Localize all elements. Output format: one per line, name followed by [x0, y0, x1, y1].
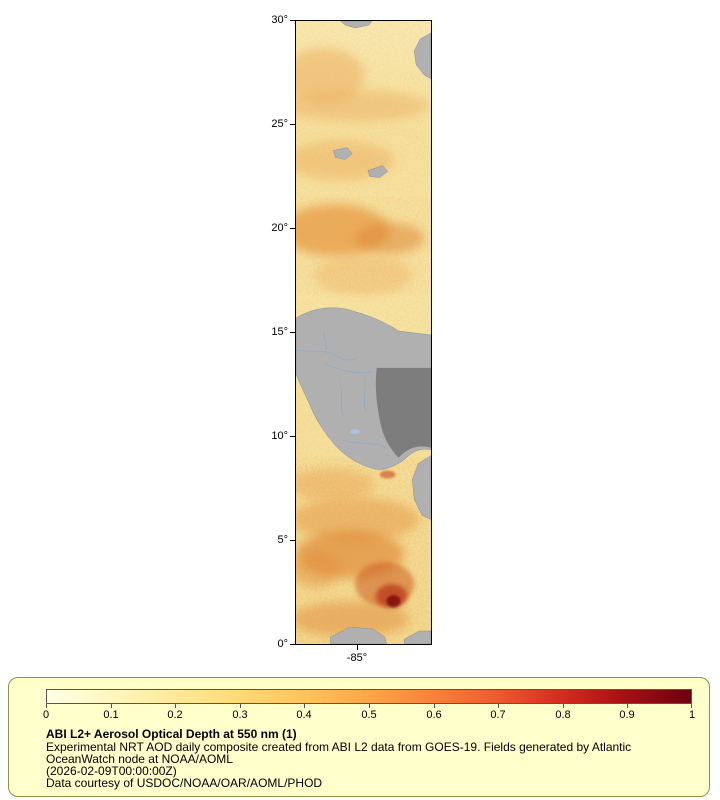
colorbar-tick-label: 0.7 [490, 709, 506, 721]
legend-credit: Data courtesy of USDOC/NOAA/OAR/AOML/PHO… [46, 776, 323, 790]
colorbar-tick-label: 0.4 [296, 709, 312, 721]
y-axis-tick-label: 20° [271, 222, 288, 234]
lake-icon [350, 429, 361, 435]
colorbar-tick-mark [111, 704, 112, 708]
smoke-hotspot [355, 562, 415, 609]
colorbar-tick-label: 0.5 [361, 709, 377, 721]
colorbar-tick-mark [46, 704, 47, 708]
legend-title: ABI L2+ Aerosol Optical Depth at 550 nm … [46, 727, 297, 741]
colorbar-tick-mark [240, 704, 241, 708]
aod-speckle-north-band [296, 205, 431, 286]
colorbar-tick-mark [627, 704, 628, 708]
y-axis-tick [290, 332, 295, 333]
colorbar-tick-label: 0.6 [426, 709, 442, 721]
colorbar-tick-label: 0.8 [555, 709, 571, 721]
colorbar-tick-mark [563, 704, 564, 708]
land-south-america-west [412, 455, 431, 520]
colorbar-tick-mark [498, 704, 499, 708]
land-island-b [367, 165, 388, 178]
aod-map-raster [296, 21, 431, 644]
colorbar-tick-mark [369, 704, 370, 708]
map-panel [295, 20, 432, 645]
y-axis-tick [290, 436, 295, 437]
colorbar-tick-label: 0 [42, 709, 50, 721]
country-borders [296, 329, 387, 448]
land-island-a [333, 147, 353, 160]
y-axis-tick [290, 20, 295, 21]
y-axis-tick-label: 10° [271, 430, 288, 442]
land-south-corner [404, 630, 431, 644]
y-axis-tick-label: 25° [271, 118, 288, 130]
colorbar-tick-mark [304, 704, 305, 708]
land-northeast-coast [413, 32, 431, 80]
x-axis-tick [357, 645, 358, 650]
aod-speckle-south [296, 474, 431, 644]
y-axis-tick [290, 228, 295, 229]
colorbar-tick-mark [434, 704, 435, 708]
land-gulf-coast [339, 21, 373, 29]
land-south-coast [330, 626, 387, 644]
colorbar-tick-label: 0.2 [167, 709, 183, 721]
y-axis-tick-label: 30° [271, 14, 288, 26]
missing-data-region [375, 367, 431, 458]
y-axis-tick [290, 540, 295, 541]
y-axis-tick-label: 0° [277, 638, 288, 650]
legend-description-line2: OceanWatch node at NOAA/AOML [46, 752, 233, 766]
colorbar-tick-mark [175, 704, 176, 708]
y-axis-tick [290, 644, 295, 645]
gulf-plume [379, 470, 396, 479]
colorbar-tick-label: 0.1 [103, 709, 119, 721]
y-axis-tick-label: 15° [271, 326, 288, 338]
x-axis-tick-label: -85° [346, 652, 368, 664]
y-axis-tick-label: 5° [277, 534, 288, 546]
legend-timestamp: (2026-02-09T00:00:00Z) [46, 764, 177, 778]
colorbar-tick-label: 0.3 [232, 709, 248, 721]
colorbar-tick-mark [691, 704, 692, 708]
legend-description-line1: Experimental NRT AOD daily composite cre… [46, 740, 632, 754]
colorbar-tick-label: 1 [688, 709, 696, 721]
colorbar-tick-label: 0.9 [619, 709, 635, 721]
legend-panel: 0 0.1 0.2 0.3 0.4 0.5 0.6 0.7 0.8 0.9 1 … [8, 677, 710, 797]
y-axis-tick [290, 124, 295, 125]
colorbar-gradient [46, 689, 692, 704]
